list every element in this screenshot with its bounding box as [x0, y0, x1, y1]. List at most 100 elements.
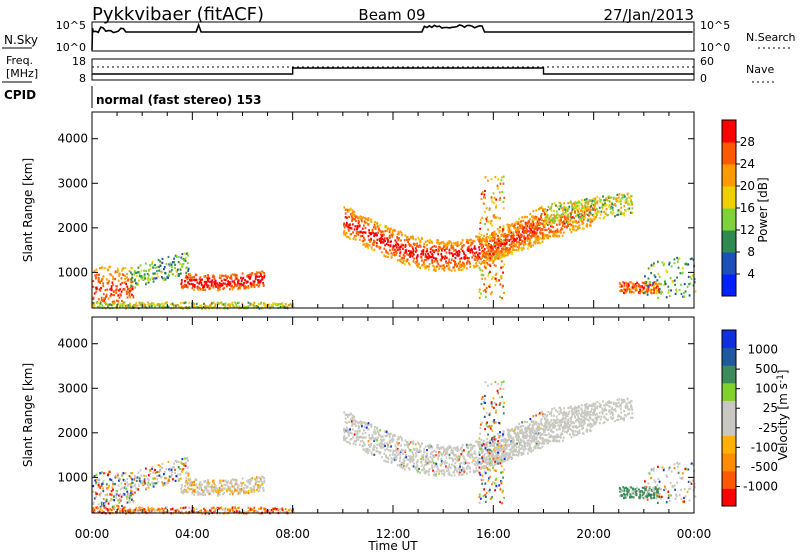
- power-cell: [555, 216, 558, 219]
- power-cell: [412, 237, 415, 240]
- power-cell: [157, 258, 160, 262]
- power-cell: [202, 286, 204, 289]
- power-cell: [538, 222, 541, 225]
- power-cell: [677, 258, 680, 261]
- velocity-cell: [167, 460, 170, 464]
- power-cell: [617, 213, 620, 216]
- power-cell: [256, 275, 259, 278]
- power-cell: [515, 248, 518, 252]
- power-cell: [448, 268, 451, 271]
- velocity-cell: [96, 492, 98, 495]
- power-cell: [480, 262, 482, 266]
- velocity-cell: [404, 439, 407, 442]
- power-cell: [144, 306, 147, 309]
- power-cell: [258, 307, 261, 310]
- power-cell: [540, 212, 543, 216]
- velocity-cell: [115, 496, 118, 499]
- power-cell: [592, 208, 594, 211]
- power-cell: [122, 288, 125, 291]
- power-cell: [184, 267, 187, 270]
- velocity-cell: [450, 457, 453, 460]
- velocity-cell: [421, 464, 423, 467]
- power-cell: [382, 241, 385, 244]
- power-cell: [548, 216, 551, 219]
- velocity-cell: [119, 509, 122, 512]
- power-cell: [554, 219, 557, 222]
- velocity-cell: [127, 483, 130, 486]
- velocity-cell: [379, 451, 382, 454]
- power-colorbar-tick-label: 24: [740, 157, 755, 171]
- velocity-cell: [358, 425, 361, 429]
- power-cell: [270, 304, 273, 307]
- power-cell: [646, 291, 649, 294]
- velocity-cell: [212, 506, 215, 509]
- power-cell: [451, 258, 453, 261]
- velocity-cell: [397, 448, 400, 452]
- power-cell: [592, 214, 595, 217]
- power-cell: [491, 291, 493, 294]
- power-cell: [516, 229, 519, 232]
- power-cell: [481, 252, 484, 255]
- velocity-cell: [234, 489, 236, 492]
- velocity-cell: [419, 445, 422, 448]
- velocity-cell: [202, 510, 205, 514]
- power-cell: [264, 305, 267, 308]
- power-cell: [488, 207, 491, 210]
- power-cell: [199, 279, 202, 282]
- power-cell: [175, 269, 178, 273]
- velocity-cell: [220, 489, 223, 492]
- power-cell: [218, 302, 221, 305]
- velocity-cell: [210, 488, 213, 491]
- power-cell: [233, 305, 236, 308]
- velocity-cell: [383, 459, 386, 462]
- velocity-cell: [189, 478, 191, 481]
- power-cell: [624, 290, 627, 293]
- power-cell: [494, 245, 496, 248]
- power-cell: [92, 285, 95, 288]
- power-cell: [678, 289, 681, 292]
- velocity-cell: [347, 433, 350, 436]
- velocity-cell: [110, 478, 113, 482]
- power-cell: [396, 237, 399, 240]
- velocity-cell: [422, 466, 425, 469]
- velocity-cell: [342, 429, 345, 432]
- velocity-cell: [441, 472, 444, 475]
- velocity-cell: [120, 474, 123, 477]
- power-cell: [568, 219, 571, 222]
- power-cell: [180, 281, 183, 284]
- velocity-cell: [111, 486, 114, 489]
- power-cell: [201, 278, 203, 281]
- velocity-cell: [447, 469, 450, 472]
- power-cell: [193, 285, 196, 288]
- power-cell: [545, 228, 548, 232]
- velocity-cell: [118, 479, 120, 482]
- power-cell: [355, 219, 357, 223]
- power-cell: [541, 207, 544, 211]
- power-cell: [575, 213, 578, 217]
- velocity-cell: [149, 483, 152, 486]
- power-cell: [96, 306, 99, 309]
- power-cell: [93, 292, 96, 295]
- velocity-cell: [399, 465, 402, 468]
- power-cell: [193, 303, 195, 306]
- power-cell: [159, 264, 162, 267]
- power-cell: [423, 263, 426, 266]
- power-cell: [289, 302, 292, 306]
- power-cell: [344, 234, 347, 237]
- velocity-cell: [409, 460, 412, 463]
- power-cell: [454, 243, 457, 246]
- velocity-cell: [397, 444, 400, 447]
- velocity-cell: [105, 499, 108, 503]
- power-cell: [482, 274, 485, 277]
- power-cell: [164, 278, 167, 281]
- power-cell: [631, 207, 634, 210]
- power-cell: [461, 244, 464, 248]
- velocity-cell: [469, 443, 472, 446]
- velocity-cell: [187, 472, 190, 475]
- velocity-cell: [453, 464, 455, 467]
- power-cell: [360, 217, 363, 220]
- power-cell: [204, 305, 207, 308]
- velocity-cell: [281, 508, 284, 511]
- power-cell: [227, 280, 230, 283]
- power-cell: [370, 248, 373, 251]
